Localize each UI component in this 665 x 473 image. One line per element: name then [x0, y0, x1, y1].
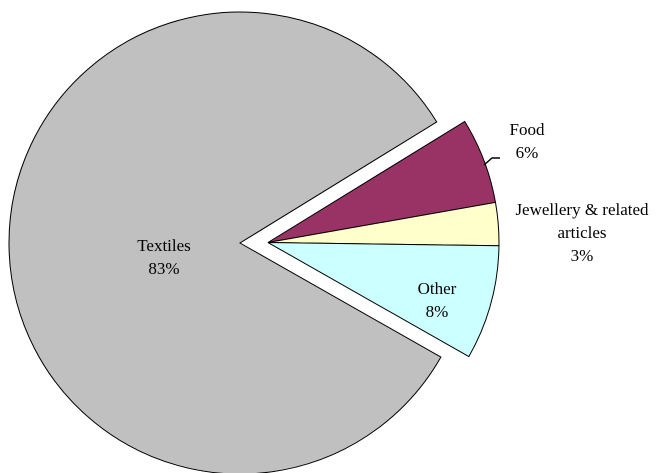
- jewellery-label-line2: articles: [557, 223, 606, 242]
- pie-slice-textiles: [8, 11, 442, 473]
- food-percent: 6%: [516, 143, 539, 162]
- textiles-label: Textiles: [137, 236, 191, 255]
- other-percent: 8%: [426, 302, 449, 321]
- jewellery-percent: 3%: [571, 246, 594, 265]
- textiles-percent: 83%: [148, 259, 179, 278]
- food-label: Food: [510, 120, 545, 139]
- other-label: Other: [418, 279, 457, 298]
- pie-slice-other: [267, 242, 500, 358]
- food-leader-line: [483, 157, 500, 166]
- jewellery-label-line1: Jewellery & related: [515, 200, 649, 219]
